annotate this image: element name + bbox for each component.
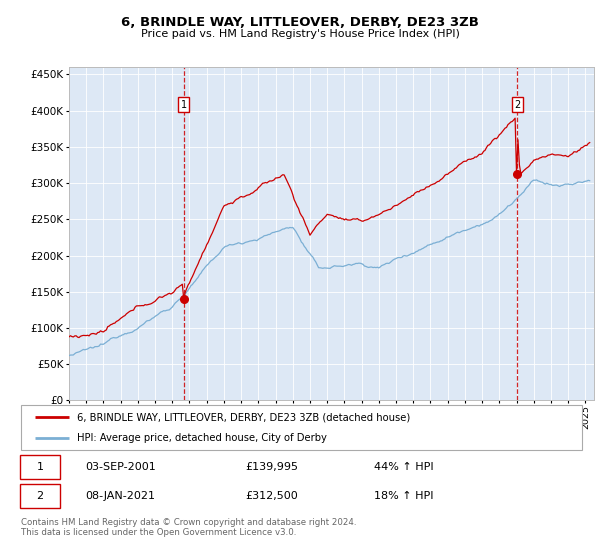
Text: 44% ↑ HPI: 44% ↑ HPI [374, 463, 434, 472]
Text: Contains HM Land Registry data © Crown copyright and database right 2024.
This d: Contains HM Land Registry data © Crown c… [21, 518, 356, 538]
Text: 6, BRINDLE WAY, LITTLEOVER, DERBY, DE23 3ZB: 6, BRINDLE WAY, LITTLEOVER, DERBY, DE23 … [121, 16, 479, 29]
Text: 6, BRINDLE WAY, LITTLEOVER, DERBY, DE23 3ZB (detached house): 6, BRINDLE WAY, LITTLEOVER, DERBY, DE23 … [77, 412, 410, 422]
Text: 18% ↑ HPI: 18% ↑ HPI [374, 491, 434, 501]
Text: Price paid vs. HM Land Registry's House Price Index (HPI): Price paid vs. HM Land Registry's House … [140, 29, 460, 39]
Text: 03-SEP-2001: 03-SEP-2001 [86, 463, 156, 472]
Text: £312,500: £312,500 [245, 491, 298, 501]
Text: 2: 2 [37, 491, 44, 501]
FancyBboxPatch shape [20, 455, 60, 479]
FancyBboxPatch shape [20, 484, 60, 508]
FancyBboxPatch shape [21, 405, 582, 450]
Text: 1: 1 [37, 463, 44, 472]
Text: 08-JAN-2021: 08-JAN-2021 [86, 491, 155, 501]
Text: £139,995: £139,995 [245, 463, 298, 472]
Text: 1: 1 [181, 100, 187, 110]
Text: 2: 2 [514, 100, 520, 110]
Text: HPI: Average price, detached house, City of Derby: HPI: Average price, detached house, City… [77, 433, 327, 444]
